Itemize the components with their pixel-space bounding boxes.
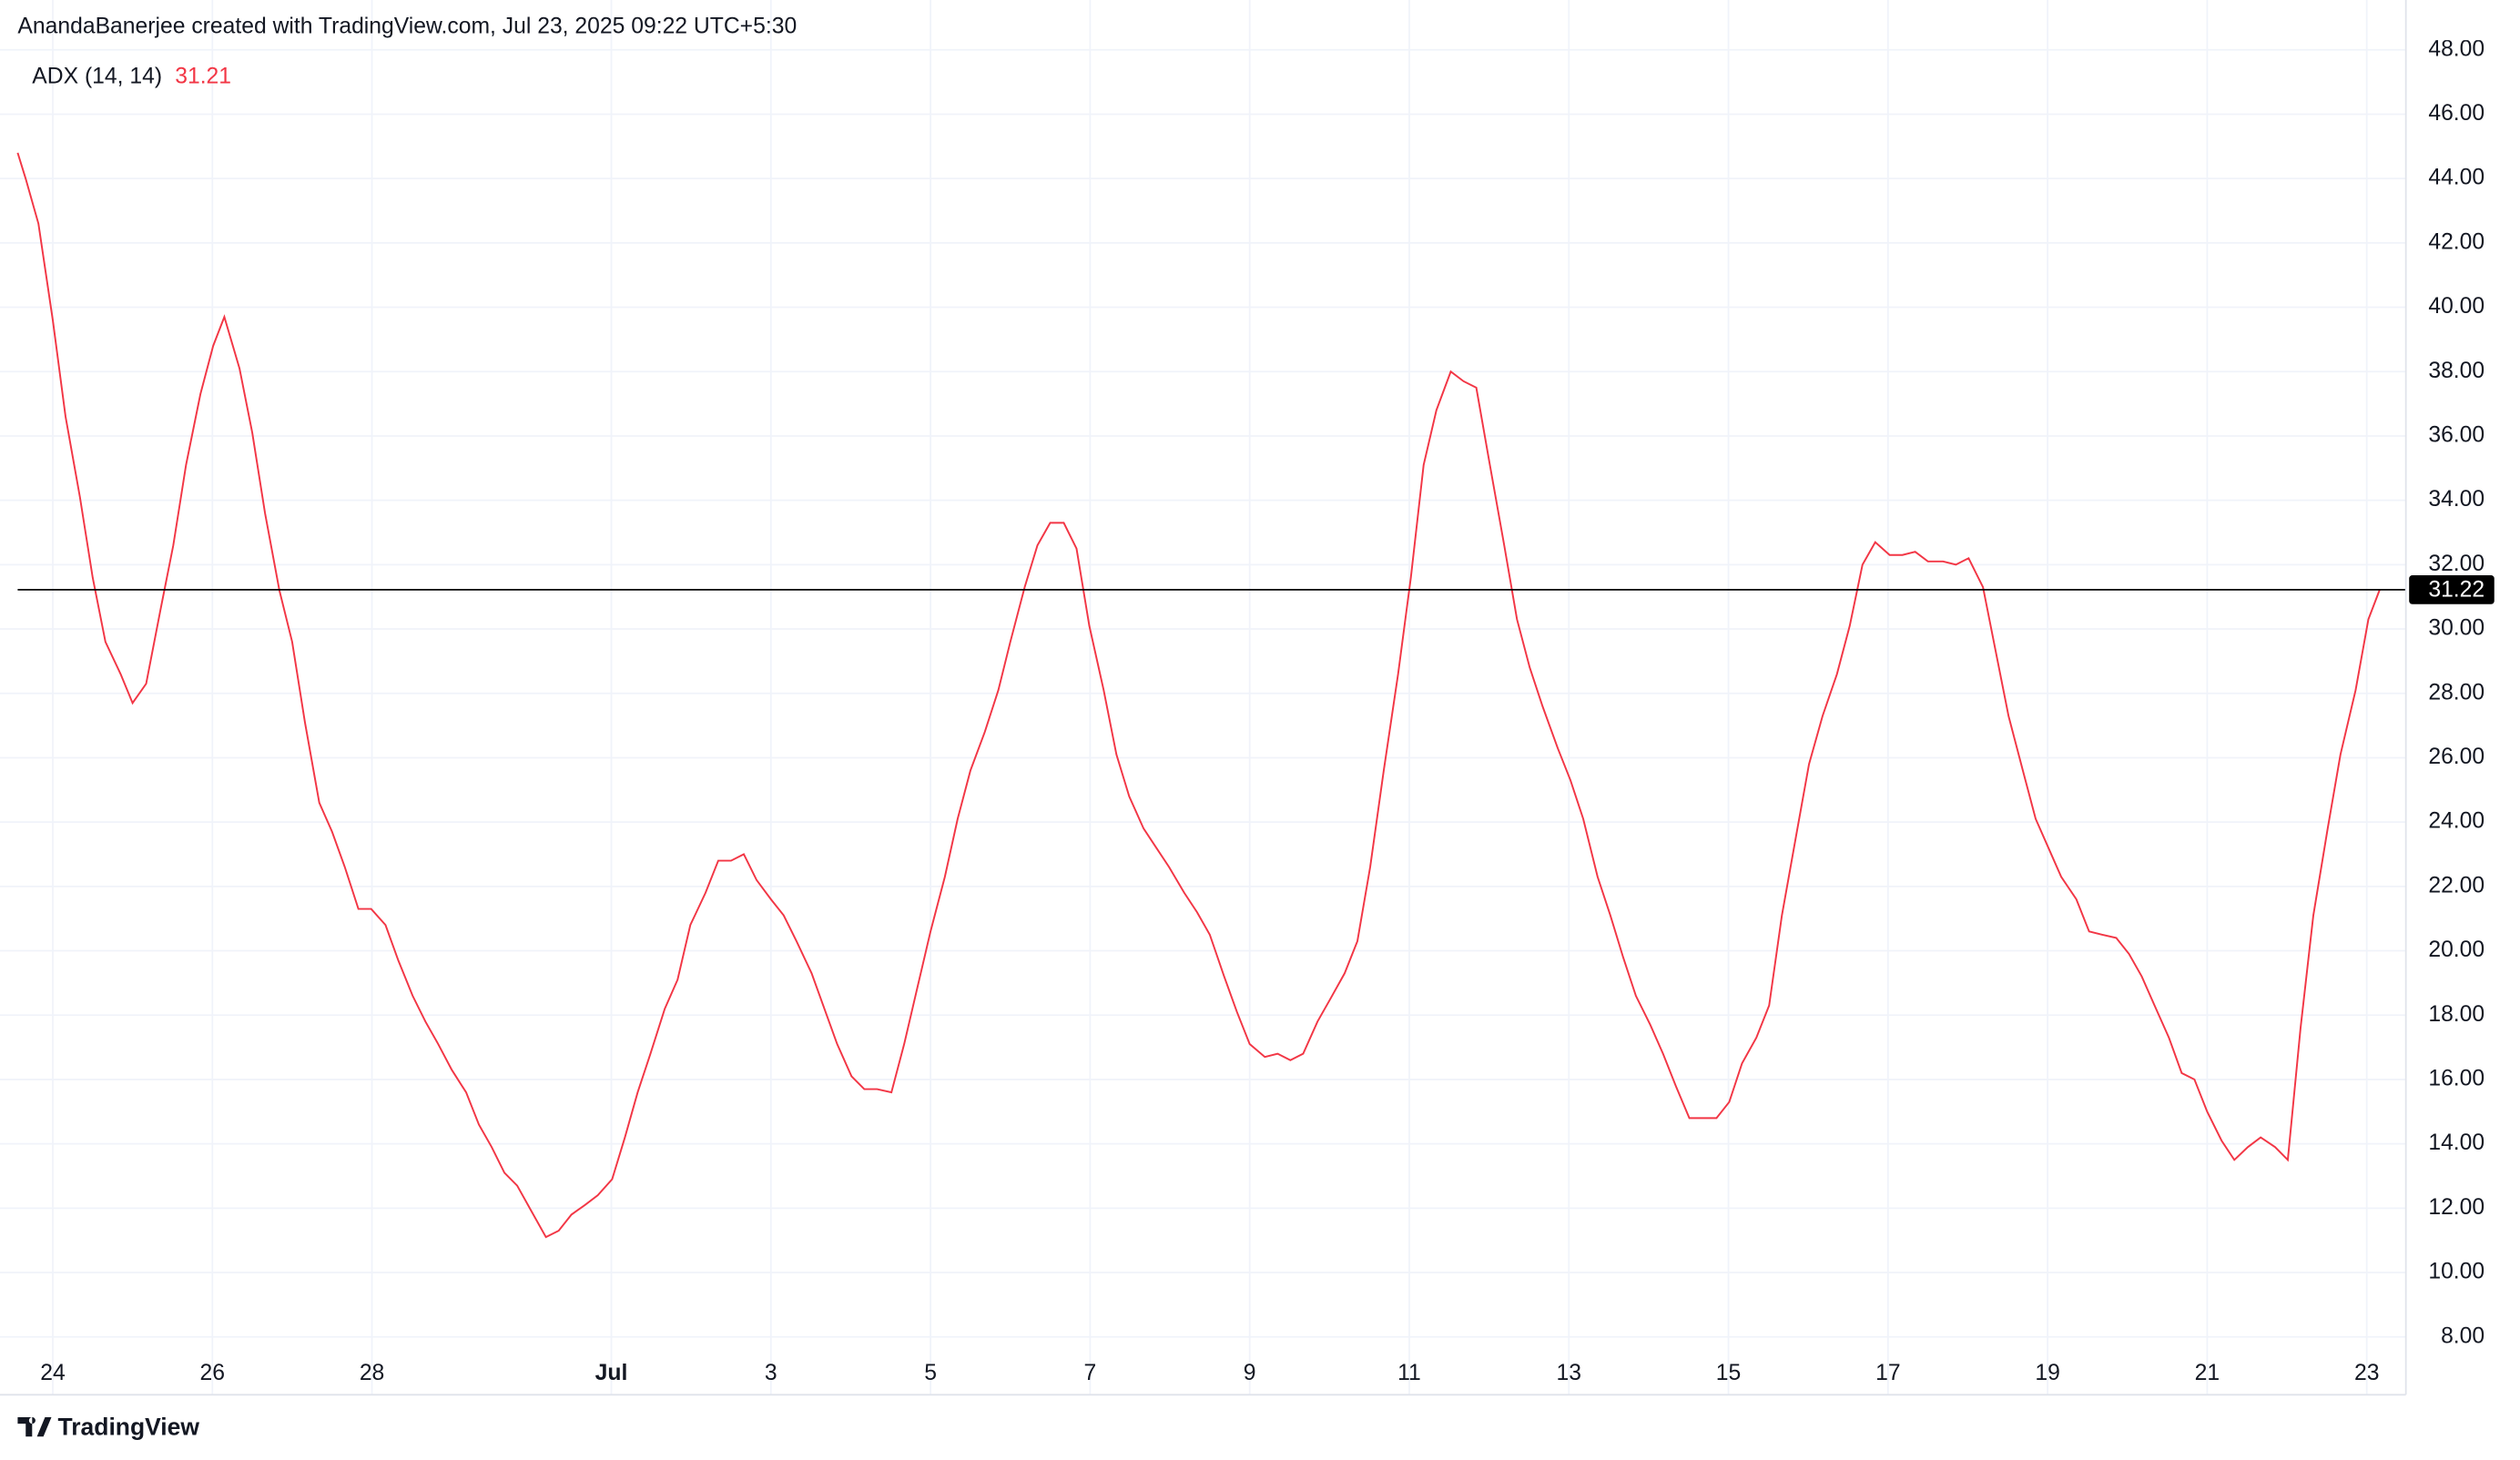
y-tick-label: 12.00 — [2428, 1195, 2484, 1220]
y-tick-label: 30.00 — [2428, 616, 2484, 641]
y-tick-label: 22.00 — [2428, 873, 2484, 897]
x-tick-label: 11 — [1397, 1361, 1421, 1385]
x-tick-label: 5 — [924, 1361, 937, 1385]
logo: TradingView — [17, 1413, 199, 1440]
y-tick-label: 14.00 — [2428, 1130, 2484, 1155]
y-tick-label: 26.00 — [2428, 745, 2484, 769]
y-tick-label: 48.00 — [2428, 36, 2484, 61]
x-tick-label: 21 — [2195, 1361, 2220, 1385]
price-label: 31.22 — [2428, 577, 2484, 602]
adx-line — [16, 152, 2381, 1239]
y-tick-label: 16.00 — [2428, 1066, 2484, 1090]
y-tick-label: 24.00 — [2428, 809, 2484, 834]
grid — [0, 0, 2406, 1395]
x-tick-label: 28 — [360, 1361, 384, 1385]
y-tick-label: 28.00 — [2428, 680, 2484, 705]
y-tick-label: 40.00 — [2428, 294, 2484, 319]
y-tick-label: 18.00 — [2428, 1002, 2484, 1027]
y-tick-label: 20.00 — [2428, 938, 2484, 962]
logo-icon — [17, 1417, 52, 1437]
x-tick-label: Jul — [595, 1361, 628, 1385]
x-tick-label: 24 — [40, 1361, 66, 1385]
x-tick-label: 17 — [1875, 1361, 1900, 1385]
x-tick-label: 19 — [2035, 1361, 2059, 1385]
y-tick-label: 8.00 — [2441, 1323, 2484, 1348]
attribution: AnandaBanerjee created with TradingView.… — [17, 15, 797, 39]
x-tick-label: 13 — [1557, 1361, 1581, 1385]
brand: TradingView — [58, 1413, 200, 1440]
x-tick-label: 15 — [1716, 1361, 1741, 1385]
y-tick-label: 34.00 — [2428, 487, 2484, 512]
x-tick-label: 7 — [1084, 1361, 1097, 1385]
y-tick-label: 44.00 — [2428, 166, 2484, 190]
indicator-value: 31.21 — [175, 64, 231, 88]
x-tick-label: 9 — [1244, 1361, 1256, 1385]
plot — [16, 152, 2406, 1239]
x-tick-label: 23 — [2354, 1361, 2379, 1385]
y-tick-label: 10.00 — [2428, 1260, 2484, 1284]
x-tick-label: 3 — [765, 1361, 777, 1385]
price-label-box — [2409, 575, 2495, 604]
axis-labels: 8.00 10.00 12.00 14.00 16.00 18.00 20.00 22.00 2… — [2428, 36, 2484, 1348]
y-tick-label: 46.00 — [2428, 101, 2484, 126]
x-tick-label: 26 — [200, 1361, 225, 1385]
y-tick-label: 38.00 — [2428, 359, 2484, 383]
y-tick-label: 32.00 — [2428, 552, 2484, 576]
y-tick-label: 36.00 — [2428, 422, 2484, 447]
y-tick-label: 42.00 — [2428, 229, 2484, 254]
indicator-name: ADX (14, 14) — [32, 64, 162, 88]
